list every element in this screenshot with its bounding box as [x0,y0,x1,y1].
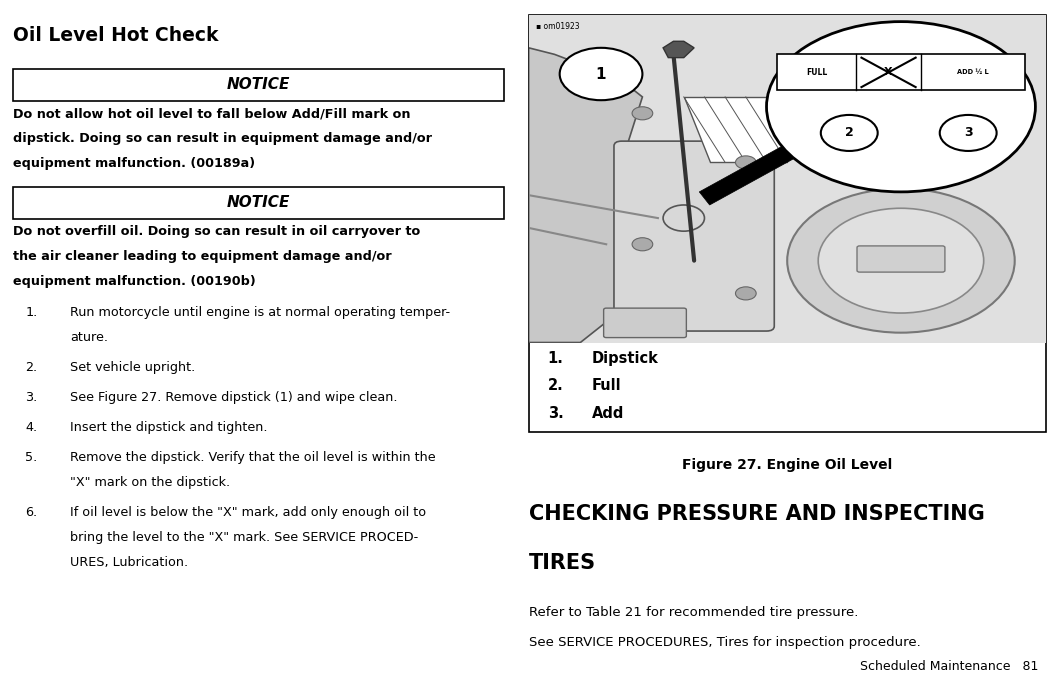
Text: Do not overfill oil. Doing so can result in oil carryover to: Do not overfill oil. Doing so can result… [13,225,419,238]
Text: Set vehicle upright.: Set vehicle upright. [70,361,195,374]
Bar [529,15,1046,432]
Circle shape [736,156,756,169]
Text: 1: 1 [596,66,606,82]
Text: Remove the dipstick. Verify that the oil level is within the: Remove the dipstick. Verify that the oil… [70,451,436,464]
Text: 6.: 6. [25,506,38,519]
FancyBboxPatch shape [857,246,945,272]
Text: NOTICE: NOTICE [227,77,290,92]
Text: 4.: 4. [25,421,38,434]
Polygon shape [529,48,642,342]
Bar [13,69,504,101]
FancyBboxPatch shape [614,141,775,331]
Circle shape [940,115,996,151]
Text: If oil level is below the "X" mark, add only enough oil to: If oil level is below the "X" mark, add … [70,506,427,519]
Polygon shape [663,41,694,58]
Text: 3: 3 [964,127,972,140]
Circle shape [821,115,878,151]
FancyBboxPatch shape [603,308,686,338]
Text: the air cleaner leading to equipment damage and/or: the air cleaner leading to equipment dam… [13,250,391,263]
Text: TIRES: TIRES [529,553,596,573]
Text: 3.: 3. [548,406,563,421]
Text: CHECKING PRESSURE AND INSPECTING: CHECKING PRESSURE AND INSPECTING [529,504,985,524]
Text: "X" mark on the dipstick.: "X" mark on the dipstick. [70,476,230,489]
Text: 1.: 1. [25,306,38,319]
Text: URES, Lubrication.: URES, Lubrication. [70,556,188,569]
Polygon shape [699,127,828,205]
Text: Insert the dipstick and tighten.: Insert the dipstick and tighten. [70,421,268,434]
Polygon shape [684,97,787,162]
Text: See Figure 27. Remove dipstick (1) and wipe clean.: See Figure 27. Remove dipstick (1) and w… [70,391,398,404]
Circle shape [560,48,642,100]
Text: Run motorcycle until engine is at normal operating temper-: Run motorcycle until engine is at normal… [70,306,451,319]
Text: FULL: FULL [806,68,827,77]
Text: 3.: 3. [25,391,38,404]
Text: Add: Add [592,406,624,421]
Text: 1.: 1. [548,351,563,366]
Circle shape [632,107,653,120]
Text: 2.: 2. [548,378,563,393]
Text: See SERVICE PROCEDURES, Tires for inspection procedure.: See SERVICE PROCEDURES, Tires for inspec… [529,636,921,649]
Text: Do not allow hot oil level to fall below Add/Fill mark on: Do not allow hot oil level to fall below… [13,108,410,121]
Text: Dipstick: Dipstick [592,351,659,366]
Text: 2.: 2. [25,361,38,374]
Text: 5.: 5. [25,451,38,464]
Text: NOTICE: NOTICE [227,195,290,210]
Text: Figure 27. Engine Oil Level: Figure 27. Engine Oil Level [682,458,892,471]
Circle shape [766,22,1035,192]
Bar [13,187,504,219]
Text: equipment malfunction. (00190b): equipment malfunction. (00190b) [13,275,255,288]
Circle shape [632,238,653,251]
Text: bring the level to the "X" mark. See SERVICE PROCED-: bring the level to the "X" mark. See SER… [70,531,418,544]
Text: ▪ om01923: ▪ om01923 [536,22,580,31]
Text: equipment malfunction. (00189a): equipment malfunction. (00189a) [13,157,254,170]
Text: 2: 2 [845,127,853,140]
Text: X: X [884,67,893,77]
Circle shape [787,188,1014,333]
Circle shape [819,208,984,313]
Text: Refer to Table 21 for recommended tire pressure.: Refer to Table 21 for recommended tire p… [529,606,858,619]
Text: Oil Level Hot Check: Oil Level Hot Check [13,26,219,45]
Text: ADD ½ L: ADD ½ L [957,69,989,75]
Text: ature.: ature. [70,331,108,344]
Circle shape [736,287,756,300]
Text: Full: Full [592,378,621,393]
Bar [777,54,1025,90]
Text: Scheduled Maintenance   81: Scheduled Maintenance 81 [860,660,1038,673]
Text: dipstick. Doing so can result in equipment damage and/or: dipstick. Doing so can result in equipme… [13,132,432,145]
